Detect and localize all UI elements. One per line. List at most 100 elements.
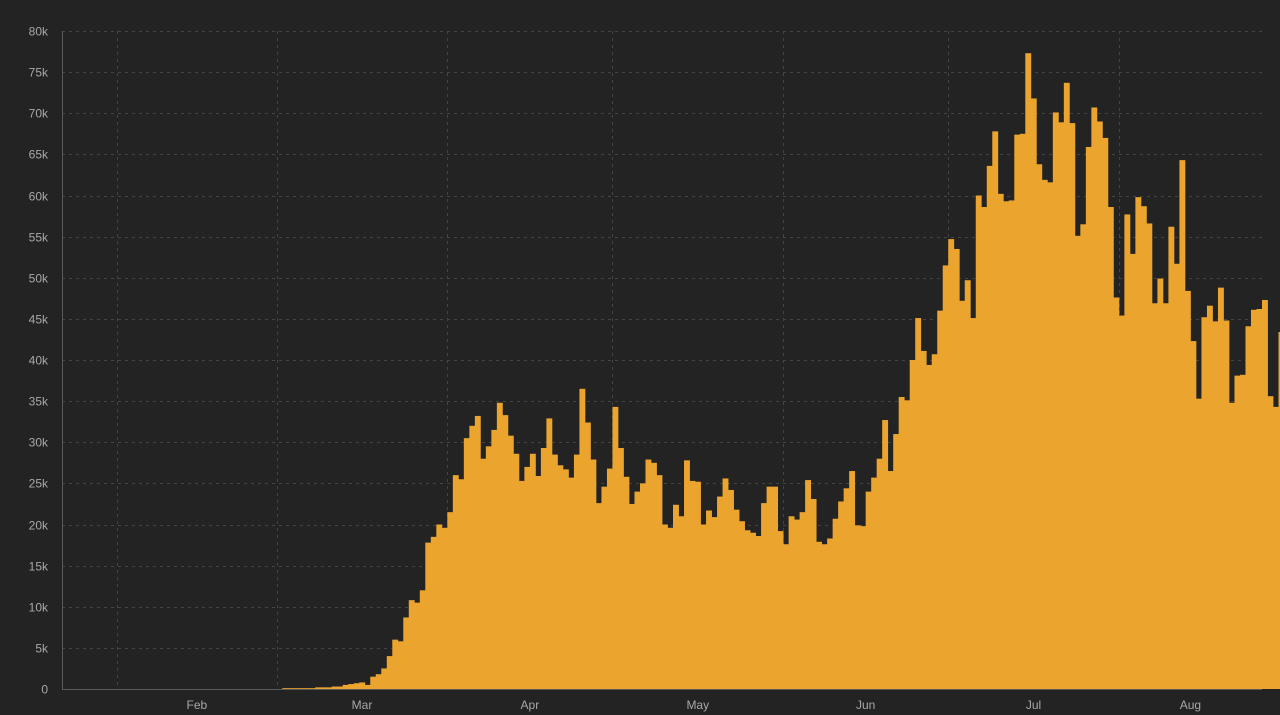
daily-bar[interactable] [733,509,740,689]
daily-bar[interactable] [359,682,366,689]
daily-bar[interactable] [529,453,536,689]
daily-bar[interactable] [617,448,624,689]
daily-bar[interactable] [1162,303,1169,689]
daily-bar[interactable] [810,499,817,689]
daily-bar[interactable] [1190,341,1197,689]
daily-bar[interactable] [909,360,916,689]
daily-bar[interactable] [832,518,839,689]
daily-bar[interactable] [750,532,756,689]
daily-bar[interactable] [1069,123,1076,690]
daily-bar[interactable] [579,388,586,689]
daily-bar[interactable] [876,458,883,689]
daily-bar[interactable] [920,350,927,689]
daily-bar[interactable] [584,422,591,689]
daily-bar[interactable] [562,469,569,689]
daily-bar[interactable] [1036,164,1043,689]
daily-bar[interactable] [1058,122,1065,690]
daily-bar[interactable] [959,300,966,689]
daily-bar[interactable] [518,480,525,689]
daily-bar[interactable] [997,193,1004,690]
daily-bar[interactable] [1146,223,1153,689]
daily-bar[interactable] [1250,309,1257,689]
daily-bar[interactable] [430,536,437,689]
daily-bar[interactable] [772,486,778,689]
daily-bar[interactable] [612,406,619,689]
daily-bar[interactable] [540,448,547,689]
daily-bar[interactable] [1278,332,1280,689]
daily-bar[interactable] [645,459,652,689]
daily-bar[interactable] [1135,197,1142,689]
daily-bar[interactable] [1107,207,1114,689]
daily-bar[interactable] [1063,82,1070,689]
daily-bar[interactable] [551,454,558,689]
daily-bar[interactable] [408,600,415,689]
daily-bar[interactable] [590,459,597,689]
daily-bar[interactable] [827,538,834,689]
daily-bar[interactable] [353,683,360,689]
daily-bar[interactable] [650,462,657,689]
daily-bar[interactable] [441,527,448,689]
daily-bar[interactable] [1102,137,1109,690]
daily-bar[interactable] [309,688,316,689]
daily-bar[interactable] [1217,287,1224,689]
daily-bar[interactable] [436,524,443,690]
daily-bar[interactable] [711,517,718,689]
daily-bar[interactable] [992,131,999,690]
daily-bar[interactable] [739,521,745,689]
daily-bar[interactable] [706,510,712,689]
daily-bar[interactable] [546,418,553,689]
daily-bar[interactable] [639,483,646,690]
daily-bar[interactable] [816,541,823,689]
daily-bar[interactable] [1030,98,1037,689]
daily-bar[interactable] [964,280,971,689]
daily-bar[interactable] [1151,303,1158,689]
daily-bar[interactable] [623,476,630,689]
daily-bar[interactable] [463,438,470,689]
daily-bar[interactable] [1206,305,1213,689]
daily-bar[interactable] [348,684,355,689]
daily-bar[interactable] [1014,134,1021,689]
daily-bar[interactable] [628,503,635,689]
daily-bar[interactable] [485,446,492,689]
daily-bar[interactable] [524,466,531,689]
daily-bar[interactable] [419,590,426,689]
daily-bar[interactable] [1273,406,1279,689]
daily-bar[interactable] [794,519,801,689]
daily-bar[interactable] [838,501,845,689]
daily-bar[interactable] [667,527,674,689]
daily-bar[interactable] [849,471,856,689]
daily-bar[interactable] [788,516,795,689]
daily-bar[interactable] [1173,263,1180,689]
daily-bar[interactable] [320,687,327,689]
daily-bar[interactable] [1096,121,1103,690]
daily-bar[interactable] [717,496,723,689]
daily-bar[interactable] [1223,320,1230,689]
daily-bar[interactable] [1201,317,1208,689]
daily-bar[interactable] [904,400,911,689]
daily-bar[interactable] [1025,53,1032,689]
daily-bar[interactable] [469,425,476,689]
daily-bar[interactable] [1228,402,1235,689]
daily-bar[interactable] [1179,160,1186,689]
daily-bar[interactable] [458,479,465,689]
daily-bar[interactable] [700,524,707,690]
daily-bar[interactable] [1195,398,1202,689]
daily-bar[interactable] [315,687,322,689]
daily-bar[interactable] [926,364,933,689]
daily-bar[interactable] [937,310,944,689]
daily-bar[interactable] [948,239,955,689]
daily-bar[interactable] [898,397,905,689]
daily-bar[interactable] [298,688,305,689]
daily-bar[interactable] [375,674,382,689]
daily-bar[interactable] [1052,112,1059,690]
daily-bar[interactable] [783,544,789,689]
daily-bar[interactable] [915,318,922,689]
daily-bar[interactable] [865,491,872,689]
daily-bar[interactable] [728,489,734,689]
daily-bar[interactable] [1080,224,1087,690]
daily-bar[interactable] [535,475,542,689]
daily-bar[interactable] [1019,133,1026,689]
daily-bar[interactable] [975,195,982,690]
daily-bar[interactable] [684,460,690,689]
daily-bar[interactable] [496,402,503,689]
